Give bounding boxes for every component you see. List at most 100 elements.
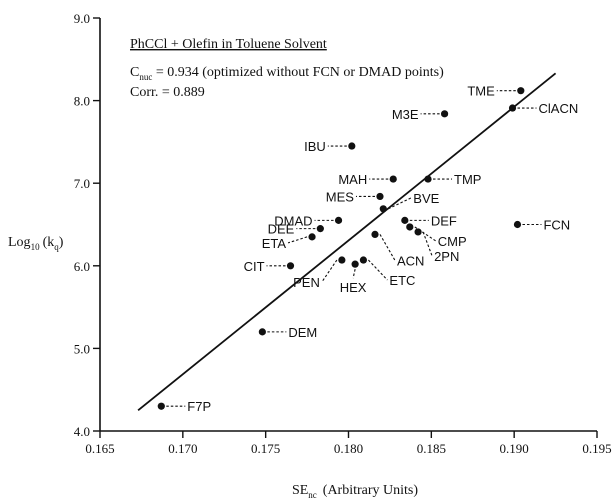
data-point-group: TME [467, 84, 525, 99]
data-point [258, 328, 266, 336]
y-label-sub2: q [54, 242, 59, 252]
data-point-group: PEN [293, 256, 346, 290]
data-point-group: DMAD [274, 213, 343, 228]
data-point-group: M3E [392, 107, 449, 122]
point-label: TME [467, 84, 495, 99]
data-point-group: ETC [359, 256, 415, 288]
x-tick-label: 0.170 [168, 441, 197, 456]
data-point-group: FCN [513, 218, 570, 233]
data-point-group: BVE [379, 191, 440, 213]
data-point [338, 256, 346, 264]
data-point [406, 223, 414, 231]
label-leader [287, 236, 308, 244]
y-label-end: ) [59, 235, 64, 250]
point-label: DEE [268, 222, 295, 237]
point-label: M3E [392, 107, 419, 122]
y-label-rest: (k [43, 235, 55, 250]
data-point [379, 205, 387, 213]
point-label: DMAD [274, 213, 312, 228]
x-tick-label: 0.190 [500, 441, 529, 456]
data-point-group: DEM [258, 325, 317, 340]
y-axis-label: Log10 (kq) [8, 235, 64, 252]
point-label: 2PN [434, 249, 459, 264]
data-point [376, 192, 384, 201]
point-label: MES [326, 189, 355, 204]
cnuc-value: = 0.934 (optimized without FCN or DMAD p… [152, 65, 444, 80]
cnuc-annotation: Cnuc = 0.934 (optimized without FCN or D… [130, 65, 444, 82]
data-point-group: MES [326, 189, 384, 204]
x-label-main: SE [292, 483, 308, 498]
label-leader [368, 259, 388, 281]
point-label: ACN [397, 253, 424, 268]
y-tick-label: 8.0 [74, 94, 90, 109]
chart-title: PhCCl + Olefin in Toluene Solvent [130, 37, 327, 52]
data-point-group: MAH [338, 172, 397, 187]
point-label: TMP [454, 172, 481, 187]
x-tick-label: 0.175 [251, 441, 280, 456]
x-tick-label: 0.180 [334, 441, 363, 456]
x-label-rest: (Arbitrary Units) [323, 483, 419, 498]
data-point [316, 225, 324, 233]
point-label: IBU [304, 139, 326, 154]
point-label: FCN [543, 218, 570, 233]
point-label: ETC [389, 273, 415, 288]
point-label: ETA [262, 236, 287, 251]
point-label: F7P [187, 399, 211, 414]
data-point [401, 216, 409, 224]
label-leader [379, 234, 396, 261]
fit-line [137, 72, 557, 412]
data-point [351, 260, 359, 268]
x-tick-label: 0.195 [582, 441, 611, 456]
y-label-main: Log [8, 235, 31, 250]
point-label: CMP [438, 234, 467, 249]
point-label: CIT [244, 259, 265, 274]
data-point [359, 256, 368, 264]
data-point [389, 175, 397, 183]
data-point [513, 220, 522, 229]
data-point-group: TMP [424, 172, 481, 187]
data-point [334, 216, 343, 224]
data-point [424, 175, 432, 183]
cnuc-subscript: nuc [139, 72, 152, 82]
x-ticks: 0.165 0.170 0.175 0.180 0.185 0.190 0.195 [85, 431, 612, 456]
label-leader [352, 269, 356, 279]
data-point-group: F7P [157, 399, 211, 414]
data-point [157, 402, 165, 410]
y-tick-label: 6.0 [74, 259, 90, 274]
point-label: BVE [413, 191, 439, 206]
cnuc-symbol: C [130, 65, 139, 80]
point-label: DEF [431, 213, 457, 228]
data-point-group: CMP [406, 223, 467, 249]
y-tick-label: 4.0 [74, 424, 90, 439]
data-point-group: ClACN [508, 101, 579, 116]
data-point [517, 87, 525, 95]
data-point-group: DEE [268, 222, 324, 237]
point-label: MAH [338, 172, 367, 187]
data-point-group: DEF [401, 213, 457, 228]
data-point-group: CIT [244, 259, 295, 274]
y-tick-label: 7.0 [74, 176, 90, 191]
x-axis-label: SEnc (Arbitrary Units) [292, 483, 418, 500]
data-point-group: ACN [371, 230, 424, 268]
data-point [286, 262, 295, 270]
point-label: HEX [340, 280, 367, 295]
data-point-group: ETA [262, 233, 316, 251]
data-point [440, 110, 449, 118]
data-point-group: IBU [304, 139, 356, 154]
y-ticks: 4.0 5.0 6.0 7.0 8.0 9.0 [74, 11, 100, 439]
point-label: DEM [288, 325, 317, 340]
data-point-group: 2PN [414, 228, 459, 264]
corr-annotation: Corr. = 0.889 [130, 85, 205, 100]
data-point [508, 104, 517, 112]
point-label: ClACN [539, 101, 579, 116]
y-tick-label: 9.0 [74, 11, 90, 26]
x-tick-label: 0.185 [417, 441, 446, 456]
y-tick-label: 5.0 [74, 341, 90, 356]
data-point [371, 230, 379, 239]
point-label: PEN [293, 275, 320, 290]
data-point [308, 233, 316, 241]
data-point [348, 142, 356, 150]
x-tick-label: 0.165 [85, 441, 114, 456]
